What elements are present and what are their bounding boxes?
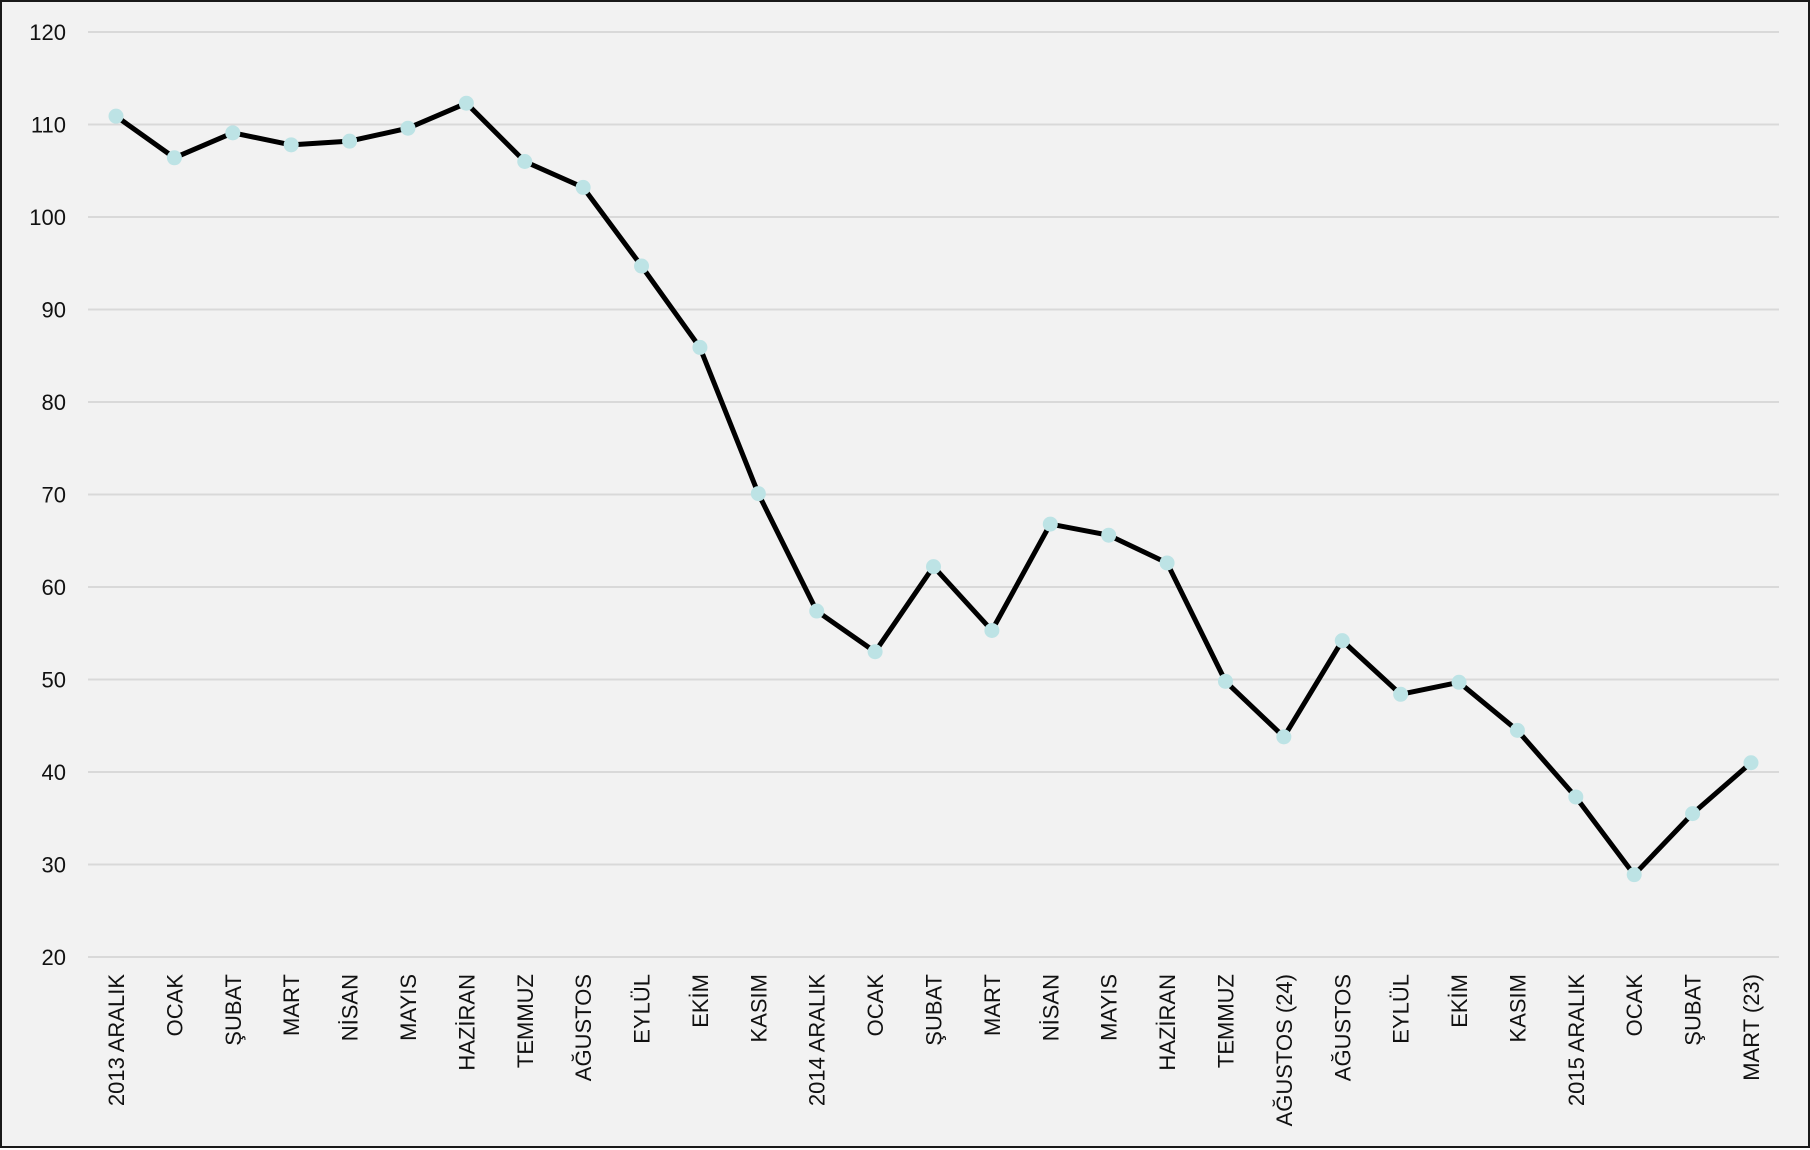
x-tick-label: OCAK	[863, 974, 888, 1037]
x-tick-label: HAZİRAN	[1155, 974, 1180, 1071]
y-tick-label: 60	[42, 575, 66, 600]
data-point	[225, 125, 241, 141]
x-tick-label: KASIM	[1505, 974, 1530, 1042]
y-tick-label: 20	[42, 945, 66, 970]
x-tick-label: MART (23)	[1739, 974, 1764, 1081]
series-markers	[108, 95, 1759, 883]
x-tick-label: 2013 ARALIK	[104, 974, 129, 1106]
data-point	[458, 95, 474, 111]
x-tick-label: ŞUBAT	[1681, 974, 1706, 1046]
data-point	[984, 622, 1000, 638]
y-tick-label: 110	[31, 113, 66, 138]
data-point	[400, 120, 416, 136]
x-tick-label: TEMMUZ	[513, 974, 538, 1068]
series-line-group	[113, 100, 1754, 878]
x-tick-label: EKİM	[1447, 974, 1472, 1028]
data-point	[1451, 674, 1467, 690]
data-point	[634, 258, 650, 274]
x-axis-tick-labels: 2013 ARALIK OCAK ŞUBAT MART NİSAN MAYIS HAZİRA…	[104, 974, 1764, 1127]
x-tick-label: EYLÜL	[1389, 974, 1414, 1044]
data-point	[1568, 789, 1584, 805]
x-tick-label: AĞUSTOS (24)	[1272, 974, 1297, 1126]
y-tick-label: 80	[42, 390, 66, 415]
data-point	[1159, 555, 1175, 571]
x-tick-label: KASIM	[746, 974, 771, 1042]
x-tick-label: 2014 ARALIK	[805, 974, 830, 1106]
data-point	[1217, 673, 1233, 689]
x-tick-label: EYLÜL	[630, 974, 655, 1044]
y-tick-label: 70	[42, 483, 66, 508]
x-tick-label: OCAK	[162, 974, 187, 1037]
data-point	[809, 603, 825, 619]
data-point	[575, 179, 591, 195]
data-point	[1685, 806, 1701, 822]
data-point	[750, 486, 766, 502]
x-tick-label: NİSAN	[1038, 974, 1063, 1041]
x-tick-label: OCAK	[1622, 974, 1647, 1037]
data-point	[517, 154, 533, 169]
x-tick-label: ŞUBAT	[922, 974, 947, 1046]
data-point	[1334, 633, 1350, 649]
x-tick-label: MAYIS	[1097, 974, 1122, 1041]
x-tick-label: MART	[279, 974, 304, 1036]
x-tick-label: AĞUSTOS	[1330, 974, 1355, 1081]
data-point	[1393, 686, 1409, 702]
data-point	[867, 644, 883, 660]
data-point	[1743, 755, 1759, 771]
y-tick-label: 30	[42, 853, 66, 878]
data-point	[283, 137, 299, 153]
x-tick-label: NİSAN	[338, 974, 363, 1041]
x-tick-label: AĞUSTOS	[571, 974, 596, 1081]
y-tick-label: 90	[42, 298, 66, 323]
x-tick-label: 2015 ARALIK	[1564, 974, 1589, 1106]
data-point	[166, 150, 182, 166]
x-tick-label: HAZİRAN	[454, 974, 479, 1071]
data-point	[1042, 516, 1058, 532]
x-tick-label: TEMMUZ	[1213, 974, 1238, 1068]
x-tick-label: MART	[980, 974, 1005, 1036]
data-point	[108, 108, 124, 124]
data-point	[1276, 729, 1292, 745]
x-tick-label: ŞUBAT	[221, 974, 246, 1046]
x-tick-label: EKİM	[688, 974, 713, 1028]
y-tick-label: 100	[29, 205, 66, 230]
data-point	[926, 559, 941, 575]
series-line	[113, 100, 1754, 878]
data-point	[342, 133, 358, 149]
x-tick-label: MAYIS	[396, 974, 421, 1041]
y-axis-tick-labels: 20 30 40 50 60 70 80 90 100 110 120	[29, 20, 66, 970]
gridlines	[88, 31, 1779, 958]
y-tick-label: 50	[42, 668, 66, 693]
y-tick-label: 120	[29, 20, 66, 45]
data-point	[1509, 722, 1525, 738]
y-tick-label: 40	[42, 760, 66, 785]
data-point	[1101, 527, 1117, 543]
data-point	[1626, 867, 1642, 883]
data-point	[692, 339, 708, 355]
